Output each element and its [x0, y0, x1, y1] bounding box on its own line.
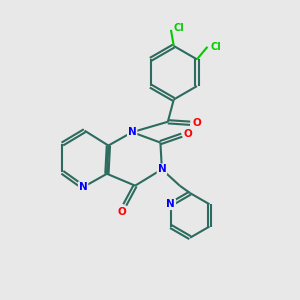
- Text: N: N: [167, 199, 175, 209]
- Text: O: O: [184, 129, 193, 139]
- Text: O: O: [117, 206, 126, 217]
- Text: Cl: Cl: [174, 23, 184, 33]
- Text: Cl: Cl: [210, 42, 221, 52]
- Text: N: N: [79, 182, 88, 192]
- Text: N: N: [128, 127, 136, 137]
- Text: N: N: [158, 164, 166, 174]
- Text: O: O: [192, 118, 201, 128]
